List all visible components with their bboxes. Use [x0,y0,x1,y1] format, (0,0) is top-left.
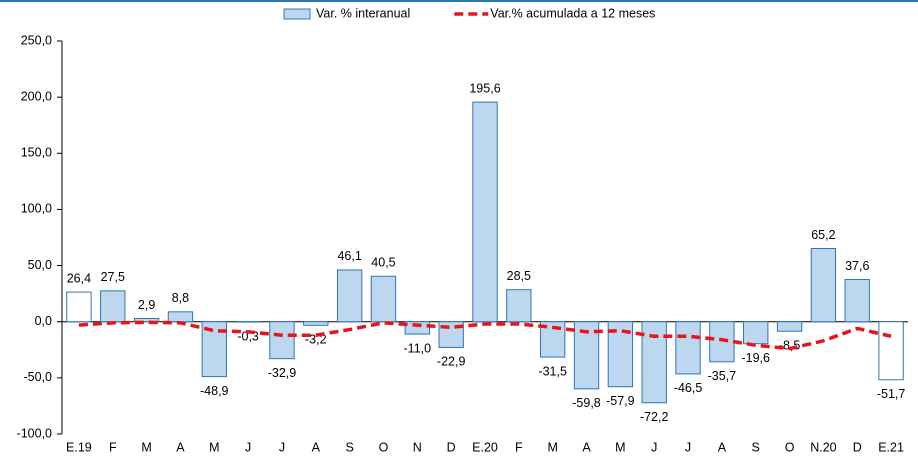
value-label: 195,6 [469,81,500,95]
bar [472,101,498,323]
x-tick-label: M [209,440,219,454]
x-tick-label: M [615,440,625,454]
x-tick-label: N.20 [810,440,836,454]
x-tick-label: J [651,440,657,454]
x-tick-label: N [413,440,422,454]
value-label: 8,8 [172,291,189,305]
y-tick-label: -50,0 [24,370,53,384]
y-tick-label: 250,0 [21,33,52,47]
value-label: -19,6 [741,351,770,365]
legend-swatch [283,8,311,20]
x-tick-label: S [345,440,353,454]
value-label: -72,2 [640,410,669,424]
y-tick-label: 200,0 [21,89,52,103]
x-tick-label: J [279,440,285,454]
value-label: 37,6 [845,259,869,273]
value-label: -51,7 [877,387,906,401]
bar [506,289,532,323]
x-tick-label: A [582,440,591,454]
x-tick-label: A [718,440,727,454]
x-tick-label: E.21 [878,440,904,454]
y-tick-label: 150,0 [21,146,52,160]
x-tick-label: F [109,440,117,454]
bar [336,269,363,323]
bar [810,248,837,323]
bar [675,321,701,375]
x-tick-label: E.19 [66,440,92,454]
value-label: 2,9 [138,298,155,312]
y-tick-label: 0,0 [35,314,52,328]
value-label: -59,8 [572,396,601,410]
value-label: -35,7 [708,369,737,383]
bar [133,317,160,323]
x-tick-label: A [312,440,321,454]
value-label: 26,4 [67,271,91,285]
value-label: 40,5 [371,256,395,270]
value-label: -22,9 [437,355,466,369]
bar [878,321,904,381]
value-label: -48,9 [200,384,229,398]
x-tick-label: D [447,440,456,454]
value-label: -32,9 [268,366,297,380]
x-tick-label: D [853,440,862,454]
value-label: -11,0 [404,341,432,355]
y-tick-label: 50,0 [28,258,52,272]
legend-label: Var. % interanual [316,6,410,20]
bar [844,278,870,323]
bar [269,321,295,360]
x-tick-label: J [245,440,251,454]
value-label: -8,5 [779,339,801,353]
value-label: 65,2 [811,228,835,242]
bar [404,321,431,335]
value-label: 46,1 [337,249,361,263]
x-tick-label: S [752,440,760,454]
bar [66,291,92,323]
x-tick-label: E.20 [472,440,498,454]
bar [776,321,803,332]
y-tick-label: -100,0 [17,426,52,440]
y-tick-label: 100,0 [21,202,52,216]
line [78,320,892,351]
bar [743,321,769,345]
bar [641,321,667,404]
bar [303,321,329,326]
x-tick-label: O [379,440,389,454]
bar [167,311,194,323]
x-tick-label: F [515,440,523,454]
value-label: 27,5 [101,270,125,284]
value-label: -31,5 [538,364,567,378]
value-label: -46,5 [674,381,703,395]
x-tick-label: A [176,440,185,454]
bar [100,290,126,323]
x-tick-label: M [141,440,151,454]
x-tick-label: J [685,440,691,454]
bar [709,321,735,363]
bar [370,275,397,323]
x-tick-label: O [785,440,795,454]
value-label: 28,5 [507,269,531,283]
legend-label: Var.% acumulada a 12 meses [490,6,655,20]
x-tick-label: M [547,440,557,454]
value-label: -57,9 [606,394,635,408]
